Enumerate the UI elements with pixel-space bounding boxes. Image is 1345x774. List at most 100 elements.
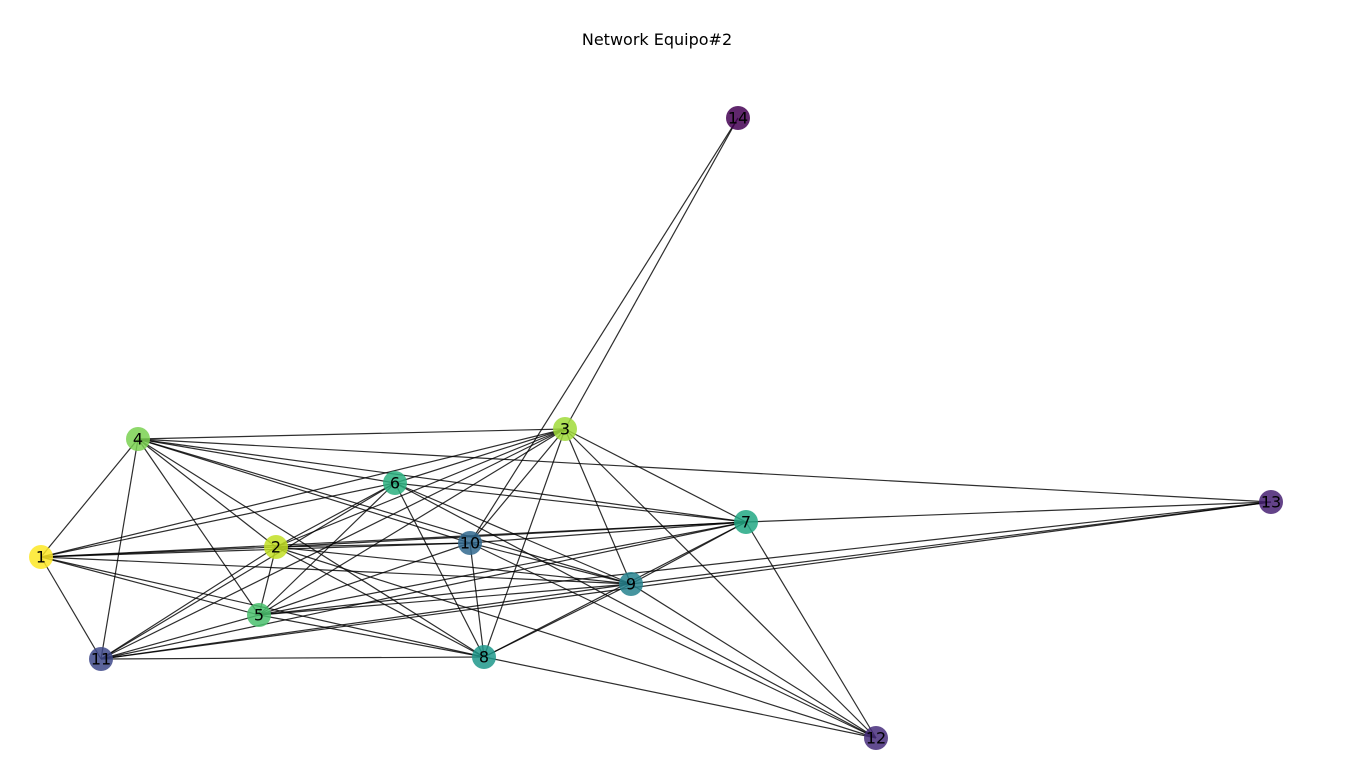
node-3: 3: [553, 417, 577, 441]
node-9: 9: [619, 572, 643, 596]
node-circle: [619, 572, 643, 596]
edge-5-7: [258, 521, 747, 616]
edge-7-11: [100, 521, 747, 660]
node-circle: [264, 535, 288, 559]
edge-1-3: [40, 428, 566, 558]
edge-1-4: [40, 438, 139, 558]
edge-3-5: [258, 428, 566, 616]
edge-6-8: [394, 482, 485, 658]
edge-7-10: [469, 521, 747, 544]
edge-4-11: [100, 438, 139, 660]
edge-5-8: [258, 614, 485, 658]
edge-1-10: [40, 542, 471, 558]
edge-3-10: [469, 428, 566, 544]
node-label: 9: [626, 575, 636, 594]
node-circle: [89, 647, 113, 671]
node-14: 14: [726, 106, 750, 130]
node-label: 7: [741, 513, 751, 532]
node-12: 12: [864, 726, 888, 750]
edge-2-7: [275, 521, 747, 548]
edge-6-9: [394, 482, 632, 585]
node-circle: [458, 531, 482, 555]
edge-4-8: [137, 438, 485, 658]
edge-4-10: [137, 438, 471, 544]
edge-6-7: [394, 482, 747, 523]
node-label: 13: [1261, 493, 1281, 512]
edge-4-6: [137, 438, 396, 484]
edge-3-7: [564, 428, 747, 523]
node-circle: [1259, 490, 1283, 514]
node-7: 7: [734, 510, 758, 534]
node-circle: [553, 417, 577, 441]
edge-10-12: [469, 542, 877, 739]
edge-6-11: [100, 482, 396, 660]
edge-5-13: [258, 501, 1272, 616]
node-label: 11: [91, 650, 111, 669]
graph-title: Network Equipo#2: [582, 30, 732, 49]
edge-11-13: [100, 501, 1272, 660]
edge-3-4: [137, 428, 566, 440]
edge-5-9: [258, 583, 632, 616]
node-label: 2: [271, 538, 281, 557]
node-label: 3: [560, 420, 570, 439]
node-circle: [247, 603, 271, 627]
edge-8-11: [100, 656, 485, 660]
node-2: 2: [264, 535, 288, 559]
edge-layer: [40, 117, 1272, 739]
node-label: 8: [479, 648, 489, 667]
edge-9-10: [469, 542, 632, 585]
edge-8-12: [483, 656, 877, 739]
edge-4-5: [137, 438, 260, 616]
edge-9-11: [100, 583, 632, 660]
node-circle: [472, 645, 496, 669]
edge-8-10: [469, 542, 485, 658]
edge-7-9: [630, 521, 747, 585]
node-circle: [864, 726, 888, 750]
node-6: 6: [383, 471, 407, 495]
edge-7-13: [745, 501, 1272, 523]
node-label: 14: [728, 109, 748, 128]
node-circle: [383, 471, 407, 495]
node-5: 5: [247, 603, 271, 627]
edge-2-3: [275, 428, 566, 548]
node-label: 4: [133, 430, 143, 449]
node-label: 5: [254, 606, 264, 625]
edge-2-6: [275, 482, 396, 548]
edge-2-12: [275, 546, 877, 739]
edge-3-12: [564, 428, 877, 739]
edge-7-12: [745, 521, 877, 739]
node-11: 11: [89, 647, 113, 671]
edge-2-11: [100, 546, 277, 660]
edge-3-6: [394, 428, 566, 484]
node-circle: [726, 106, 750, 130]
node-circle: [734, 510, 758, 534]
node-10: 10: [458, 531, 482, 555]
edge-6-12: [394, 482, 877, 739]
edge-1-6: [40, 482, 396, 558]
edge-3-9: [564, 428, 632, 585]
edge-1-11: [40, 556, 102, 660]
node-circle: [29, 545, 53, 569]
node-1: 1: [29, 545, 53, 569]
node-label: 6: [390, 474, 400, 493]
edge-4-13: [137, 438, 1272, 503]
edge-9-12: [630, 583, 877, 739]
edge-1-9: [40, 556, 632, 585]
node-13: 13: [1259, 490, 1283, 514]
node-label: 12: [866, 729, 886, 748]
edge-5-10: [258, 542, 471, 616]
edge-10-14: [469, 117, 739, 544]
node-circle: [126, 427, 150, 451]
edge-5-6: [258, 482, 396, 616]
node-4: 4: [126, 427, 150, 451]
node-label: 1: [36, 548, 46, 567]
edge-2-4: [137, 438, 277, 548]
node-label: 10: [460, 534, 480, 553]
edge-4-7: [137, 438, 747, 523]
edge-3-8: [483, 428, 566, 658]
edge-3-14: [564, 117, 739, 430]
node-8: 8: [472, 645, 496, 669]
edge-2-9: [275, 546, 632, 585]
